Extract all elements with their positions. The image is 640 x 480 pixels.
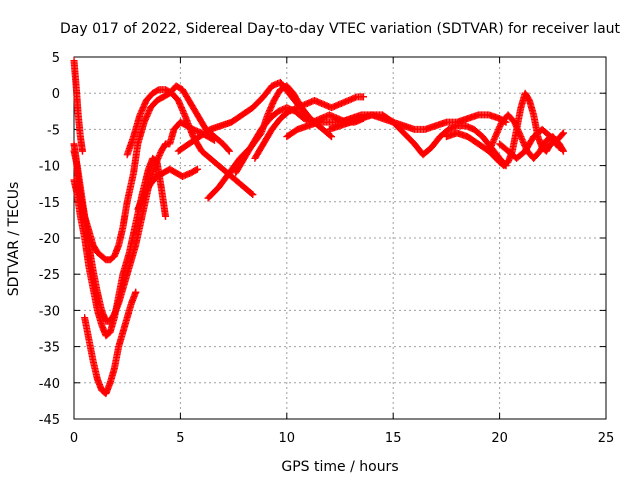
y-tick-label: -35 [39,341,60,356]
series-track-13 [325,111,510,170]
y-tick-label: -20 [39,232,60,247]
data-point [209,136,217,144]
y-axis-label: SDTVAR / TECUs [6,182,22,297]
y-tick-label: -40 [39,377,60,392]
data-point [225,147,233,155]
x-axis-label: GPS time / hours [281,459,398,475]
data-point [210,136,218,144]
y-tick-label: -5 [47,123,60,138]
x-axis: 0 5 10 15 20 25 [70,57,614,446]
grid [74,57,606,419]
x-tick-label: 15 [385,431,402,446]
data-point [555,144,563,151]
series-track-16 [496,125,563,162]
data-point [193,165,201,173]
y-tick-label: 0 [52,87,60,102]
data-points [70,57,567,398]
y-tick-label: -25 [39,268,60,283]
data-point [559,130,567,138]
data-point [327,133,335,141]
x-tick-label: 10 [279,431,296,446]
data-point [559,129,567,137]
series-track-11 [251,93,367,162]
data-point [162,212,170,220]
x-tick-label: 5 [176,431,184,446]
x-tick-label: 0 [70,431,78,446]
series-track-4 [81,288,140,398]
x-tick-label: 20 [491,431,508,446]
series-track-5 [70,57,87,155]
series-track-7 [134,165,201,213]
x-tick-label: 25 [598,431,615,446]
data-point [559,147,567,155]
series-track-10 [232,104,367,177]
chart-title: Day 017 of 2022, Sidereal Day-to-day VTE… [60,21,621,37]
data-point [554,142,562,150]
y-axis: 5 0 -5 -10 -15 -20 -25 -30 -35 -40 -45 [39,51,606,428]
y-tick-label: -45 [39,413,60,428]
data-point [224,146,232,154]
y-tick-label: -15 [39,196,60,211]
y-tick-label: -10 [39,160,60,175]
data-point [79,147,87,155]
y-tick-label: 5 [52,51,60,66]
data-point [559,146,567,154]
data-point [248,190,256,198]
data-point [132,288,140,296]
data-point [326,132,334,140]
y-tick-label: -30 [39,304,60,319]
data-point [359,93,367,101]
data-point [192,166,200,174]
data-point [249,191,257,199]
